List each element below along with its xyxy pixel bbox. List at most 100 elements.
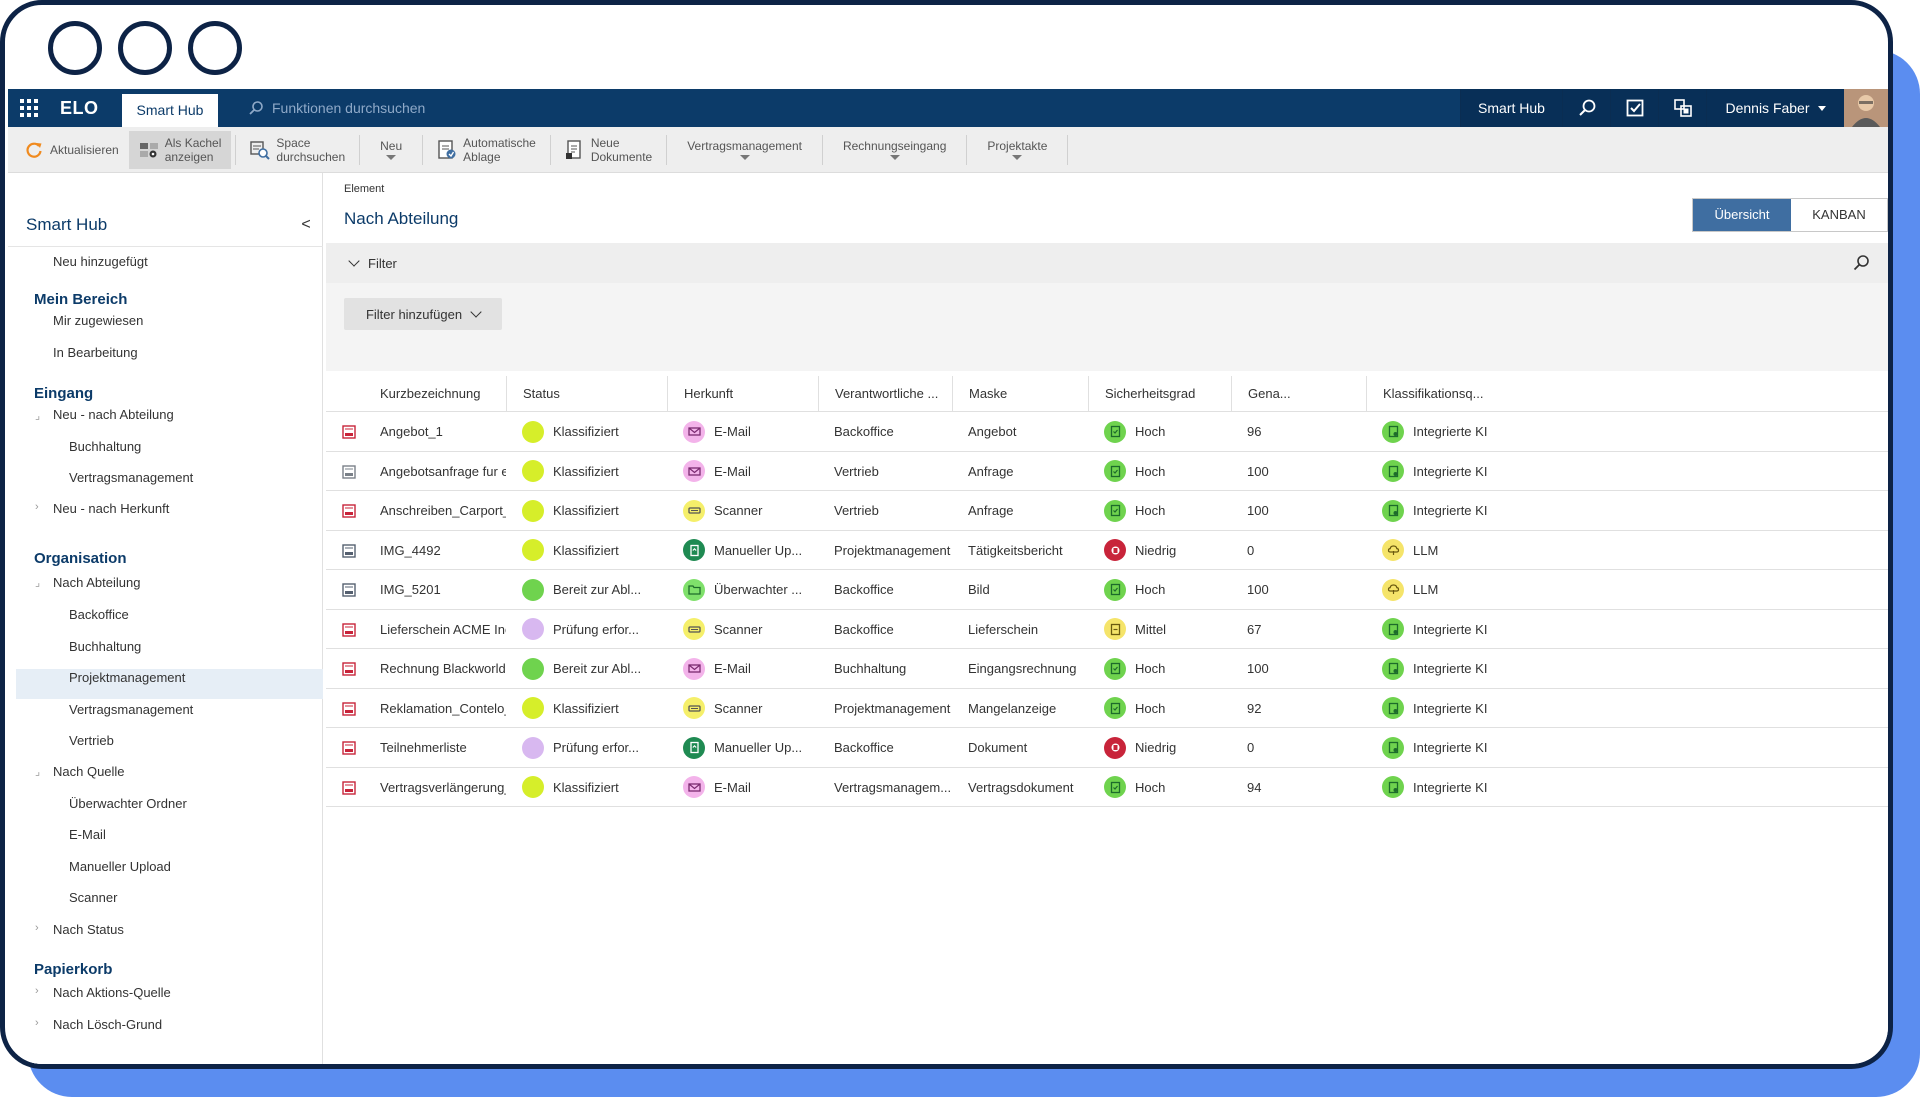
auto-filing-button[interactable]: Automatische Ablage [427, 131, 546, 169]
invoice-intake-dropdown[interactable]: Rechnungseingang [827, 131, 962, 169]
accuracy-cell: 96 [1247, 412, 1366, 451]
smart-hub-button[interactable]: Smart Hub [1460, 89, 1562, 127]
sidebar-item-neu-hinzugefuegt[interactable]: Neu hinzugefügt [53, 254, 148, 269]
project-file-dropdown[interactable]: Projektakte [971, 131, 1063, 169]
table-row[interactable]: Lieferschein ACME Inc 4 Prüfung erfor... S… [326, 610, 1888, 649]
sidebar-item-nach-abteilung[interactable]: Nach Abteilung [53, 575, 141, 590]
expanded-toggle-icon[interactable]: ⌟ [35, 410, 41, 422]
sidebar-item-nach-status[interactable]: Nach Status [53, 922, 124, 937]
collapse-sidebar-icon[interactable]: < [301, 216, 311, 233]
owner-text: Backoffice [834, 582, 894, 597]
column-header[interactable]: Kurzbezeichnung [380, 386, 481, 401]
sidebar-item-neu-nach-herkunft[interactable]: Neu - nach Herkunft [53, 501, 170, 516]
origin-cell: Scanner [683, 689, 818, 728]
short-name-text: Angebotsanfrage fur ein freistehe... [380, 463, 506, 479]
overview-view-button[interactable]: Übersicht [1693, 199, 1791, 231]
add-filter-button[interactable]: Filter hinzufügen [344, 298, 502, 330]
shield-check-icon [1104, 420, 1126, 443]
space-search-button[interactable]: Space durchsuchen [240, 131, 355, 169]
chevron-right-icon[interactable]: › [35, 501, 39, 513]
sidebar-item-nach-quelle[interactable]: Nach Quelle [53, 764, 125, 779]
status-text: Bereit zur Abl... [553, 661, 642, 676]
origin-cell: E-Mail [683, 452, 818, 491]
avatar[interactable] [1844, 89, 1888, 127]
workspaces-button[interactable] [1658, 89, 1706, 127]
function-search[interactable]: Funktionen durchsuchen [248, 89, 425, 127]
table-row[interactable]: Angebot_1 Klassifiziert E-Mail Backoffice An… [326, 412, 1888, 452]
tile-view-button[interactable]: Als Kachel anzeigen [128, 130, 232, 169]
sidebar-item-scanner[interactable]: Scanner [69, 890, 118, 905]
table-row[interactable]: IMG_4492 Klassifiziert Manueller Up... Proj… [326, 531, 1888, 570]
chevron-right-icon[interactable]: › [35, 922, 39, 934]
filter-toggle[interactable]: Filter [348, 243, 397, 283]
expanded-toggle-icon[interactable]: ⌟ [35, 577, 41, 589]
owner-text: Buchhaltung [834, 661, 907, 676]
expanded-toggle-icon[interactable]: ⌟ [35, 766, 41, 778]
table-row[interactable]: Reklamation_Contelo_Nordlicht... Klassifi… [326, 689, 1888, 728]
classification-source-text: Integrierte KI [1413, 621, 1488, 637]
status-cell: Prüfung erfor... [522, 728, 667, 767]
refresh-button[interactable]: Aktualisieren [14, 131, 129, 169]
sidebar-item-neu-nach-abteilung[interactable]: Neu - nach Abteilung [53, 407, 174, 422]
new-documents-button[interactable]: Neue Dokumente [555, 131, 662, 169]
column-header[interactable]: Klassifikationsq... [1366, 376, 1526, 412]
sidebar-item-email[interactable]: E-Mail [69, 827, 106, 842]
contract-management-dropdown[interactable]: Vertragsmanagement [671, 131, 818, 169]
column-header[interactable]: Sicherheitsgrad [1088, 376, 1231, 412]
llm-icon [1382, 539, 1404, 561]
table-row[interactable]: Vertragsverlängerung_Leasing Klassifizier… [326, 768, 1888, 807]
classification-source-text: LLM [1413, 542, 1439, 558]
mask-cell: Anfrage [968, 452, 1088, 491]
app-grid-button[interactable] [8, 89, 50, 127]
mask-cell: Anfrage [968, 491, 1088, 530]
sidebar-item-projektmanagement[interactable]: Projektmanagement [69, 670, 186, 685]
sidebar-item-vertrieb[interactable]: Vertrieb [69, 733, 114, 748]
column-header[interactable]: Maske [952, 376, 1088, 412]
table-row[interactable]: IMG_5201 Bereit zur Abl... Überwachter ...… [326, 570, 1888, 610]
breadcrumb[interactable]: Element [344, 183, 385, 195]
chevron-right-icon[interactable]: › [35, 1017, 39, 1029]
sidebar-item-vertragsmanagement[interactable]: Vertragsmanagement [69, 702, 194, 717]
origin-text: Überwachter ... [714, 582, 803, 597]
sidebar-item-manueller-upload[interactable]: Manueller Upload [69, 859, 171, 874]
security-level-cell: Hoch [1104, 689, 1231, 728]
security-level-cell: Hoch [1104, 768, 1231, 807]
sidebar-item-vertragsmanagement[interactable]: Vertragsmanagement [69, 470, 194, 485]
column-header[interactable]: Verantwortliche ... [818, 376, 952, 412]
user-menu[interactable]: Dennis Faber [1706, 89, 1844, 127]
status-dot-icon [522, 499, 544, 522]
owner-text: Backoffice [834, 424, 894, 439]
window-control-circle[interactable] [188, 21, 242, 75]
chevron-right-icon[interactable]: › [35, 985, 39, 997]
window-control-circle[interactable] [118, 21, 172, 75]
table-row[interactable]: Angebotsanfrage fur ein freistehe... Klas… [326, 452, 1888, 491]
status-cell: Klassifiziert [522, 491, 667, 530]
kanban-view-button[interactable]: KANBAN [1791, 199, 1887, 231]
sidebar-item-in-bearbeitung[interactable]: In Bearbeitung [53, 345, 138, 360]
upload-icon [683, 736, 705, 759]
sidebar-item-nach-loesch-grund[interactable]: Nach Lösch-Grund [53, 1017, 163, 1032]
table-row[interactable]: Teilnehmerliste Prüfung erfor... Manueller… [326, 728, 1888, 768]
tasks-button[interactable] [1610, 89, 1658, 127]
global-search-button[interactable] [1562, 89, 1610, 127]
sidebar-item-buchhaltung[interactable]: Buchhaltung [69, 439, 142, 454]
owner-text: Vertragsmanagem... [834, 779, 952, 795]
sidebar-item-nach-aktions-quelle[interactable]: Nach Aktions-Quelle [53, 985, 171, 1000]
table-row[interactable]: Anschreiben_Carport_Anfrage_C... Klassifi… [326, 491, 1888, 531]
search-icon[interactable] [1852, 254, 1870, 272]
column-header[interactable]: Gena... [1231, 376, 1366, 412]
sidebar-item-buchhaltung[interactable]: Buchhaltung [69, 639, 142, 654]
column-header[interactable]: Herkunft [667, 376, 818, 412]
tab-smart-hub[interactable]: Smart Hub [122, 94, 218, 127]
image-file-icon [341, 543, 357, 559]
new-dropdown[interactable]: Neu [364, 131, 418, 169]
status-cell: Bereit zur Abl... [522, 570, 667, 609]
table-row[interactable]: Rechnung Blackworld 2 Bereit zur Abl... E-… [326, 649, 1888, 689]
window-control-circle[interactable] [48, 21, 102, 75]
window-frame: ELO Smart Hub Funktionen durchsuchen Sma… [0, 0, 1893, 1069]
column-header[interactable]: Status [506, 376, 667, 412]
sidebar-item-ueberwachter-ordner[interactable]: Überwachter Ordner [69, 796, 187, 811]
sidebar-item-backoffice[interactable]: Backoffice [69, 607, 129, 622]
sidebar-item-mir-zugewiesen[interactable]: Mir zugewiesen [53, 313, 144, 328]
classification-source-text: Integrierte KI [1413, 463, 1488, 479]
